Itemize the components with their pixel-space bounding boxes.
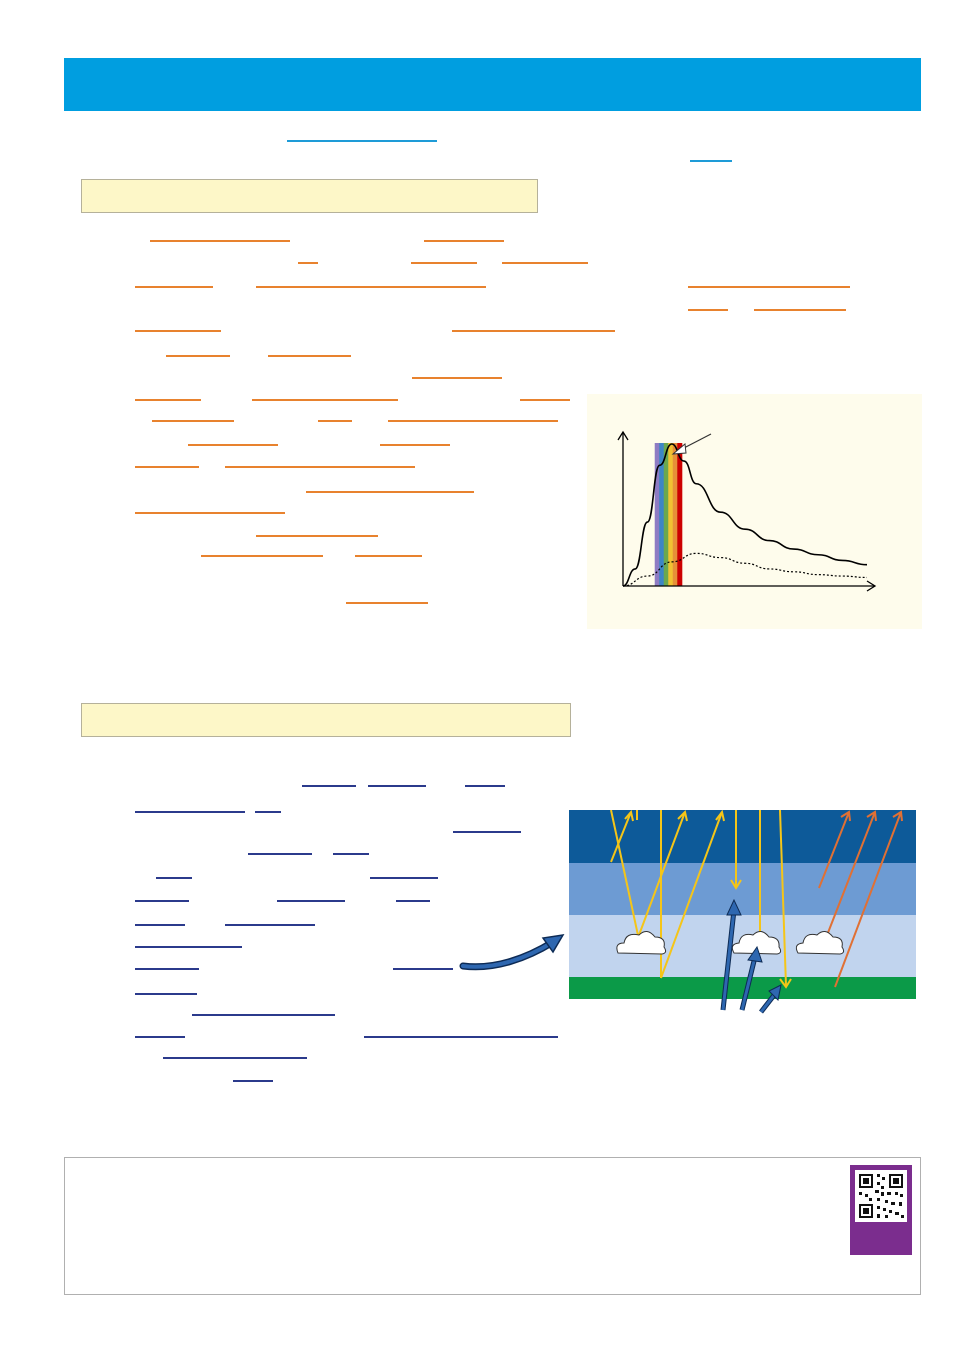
blank[interactable] <box>255 811 281 813</box>
blank[interactable] <box>135 512 285 514</box>
intro-blank-2[interactable] <box>690 160 732 162</box>
spectrum-band <box>677 443 683 586</box>
spectrum-band <box>659 443 665 586</box>
section-1-heading-box <box>81 179 538 213</box>
blank[interactable] <box>452 330 615 332</box>
blank[interactable] <box>412 377 502 379</box>
spectrum-chart <box>587 394 922 629</box>
spectrum-band <box>654 443 660 586</box>
blank[interactable] <box>688 309 728 311</box>
y-axis-arrowhead <box>617 430 629 441</box>
qr-card[interactable] <box>850 1165 912 1255</box>
atmosphere-diagram <box>569 810 916 1014</box>
blank[interactable] <box>135 968 199 970</box>
blank[interactable] <box>188 444 278 446</box>
blank[interactable] <box>688 286 850 288</box>
blank[interactable] <box>388 420 558 422</box>
blank[interactable] <box>135 924 185 926</box>
blank[interactable] <box>135 1036 185 1038</box>
blank[interactable] <box>268 355 351 357</box>
curved-arrow-icon <box>459 934 565 971</box>
blank[interactable] <box>156 877 192 879</box>
blank[interactable] <box>152 420 234 422</box>
blank[interactable] <box>411 262 477 264</box>
blank[interactable] <box>256 286 486 288</box>
ground-layer <box>569 977 916 999</box>
section-2-heading-box <box>81 703 571 737</box>
blank[interactable] <box>370 877 438 879</box>
blank[interactable] <box>346 602 428 604</box>
series-line-solid <box>622 443 868 587</box>
blank[interactable] <box>277 900 345 902</box>
title-banner <box>64 58 921 111</box>
blank[interactable] <box>355 555 422 557</box>
blank[interactable] <box>380 444 450 446</box>
blank[interactable] <box>135 466 199 468</box>
infrared-arrows <box>720 898 782 1014</box>
blank[interactable] <box>465 785 505 787</box>
blank[interactable] <box>201 555 323 557</box>
blank[interactable] <box>364 1036 558 1038</box>
blank[interactable] <box>318 420 352 422</box>
blank[interactable] <box>135 286 213 288</box>
spectrum-band <box>672 443 678 586</box>
blank[interactable] <box>225 924 315 926</box>
blank[interactable] <box>396 900 430 902</box>
cloud-icon <box>795 931 845 955</box>
x-axis-arrowhead <box>866 580 877 592</box>
blank[interactable] <box>520 399 570 401</box>
intro-blank-1[interactable] <box>287 140 437 142</box>
blank[interactable] <box>135 399 201 401</box>
spectrum-band <box>663 443 669 586</box>
blank[interactable] <box>368 785 426 787</box>
blank[interactable] <box>163 1057 307 1059</box>
blank[interactable] <box>424 240 504 242</box>
visible-spectrum-bands <box>654 443 683 586</box>
blank[interactable] <box>306 491 474 493</box>
spectrum-band <box>668 443 674 586</box>
blank[interactable] <box>754 309 846 311</box>
peak-pointer-arrowhead <box>671 443 687 455</box>
blank[interactable] <box>150 240 290 242</box>
chart-series <box>622 443 868 587</box>
blank[interactable] <box>135 811 245 813</box>
qr-code-pattern <box>859 1174 904 1218</box>
blank[interactable] <box>135 900 189 902</box>
blank[interactable] <box>393 968 453 970</box>
qr-code-icon[interactable] <box>855 1170 907 1222</box>
blank[interactable] <box>248 853 312 855</box>
reflected-rays <box>818 810 903 988</box>
peak-pointer-arrow <box>681 433 712 450</box>
blank[interactable] <box>192 1014 335 1016</box>
series-line-dotted <box>622 552 868 587</box>
blank[interactable] <box>453 831 521 833</box>
blank[interactable] <box>302 785 356 787</box>
blank[interactable] <box>166 355 230 357</box>
footer-box <box>64 1157 921 1295</box>
blank[interactable] <box>135 330 221 332</box>
blank[interactable] <box>135 993 197 995</box>
blank[interactable] <box>252 399 398 401</box>
blank[interactable] <box>225 466 415 468</box>
cloud-icon <box>731 931 782 955</box>
chart-background <box>587 394 922 629</box>
blank[interactable] <box>333 853 369 855</box>
blank[interactable] <box>298 262 318 264</box>
middle-atmosphere-layer <box>569 863 916 915</box>
cloud-icon <box>616 931 667 955</box>
blank[interactable] <box>135 946 242 948</box>
blank[interactable] <box>502 262 588 264</box>
blank[interactable] <box>256 535 378 537</box>
blank[interactable] <box>233 1080 273 1082</box>
